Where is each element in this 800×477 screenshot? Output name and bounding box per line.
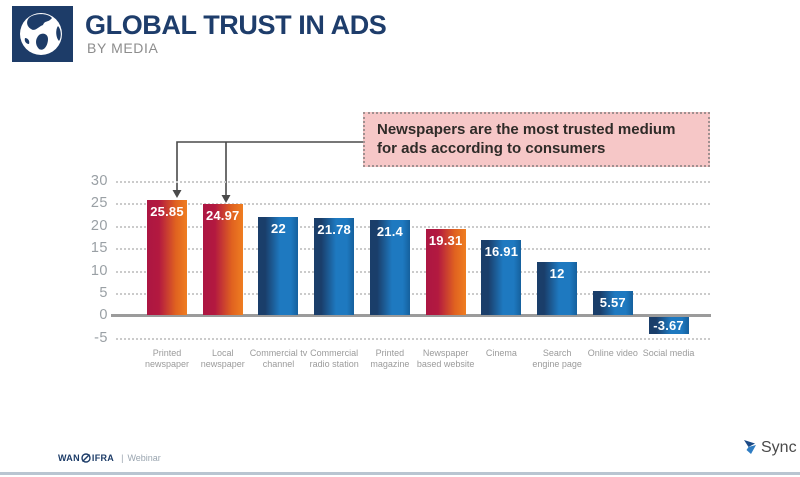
ifra-label: IFRA [91,452,115,463]
bar-0: 25.85 [147,199,187,316]
bar-3: 21.78 [314,217,355,316]
wan-label: WAN [58,452,80,463]
gridline [116,293,710,296]
x-axis-category-label: Local newspaper [200,348,245,370]
bar-9: -3.67 [648,317,689,334]
bar-value-label: 21.78 [317,221,351,237]
y-axis-tick-label: 5 [99,285,108,302]
x-axis-category-label: Cinema [485,348,517,358]
bar-2: 22 [258,216,299,316]
brand-logo-box [12,6,73,62]
bar-5: 19.31 [425,228,466,316]
slide-bottom-edge [0,472,800,475]
y-axis-tick-label: 25 [90,195,108,212]
bar-7: 12 [537,261,578,316]
x-axis-category-label: Printed newspaper [144,348,190,370]
gridline [116,337,710,340]
annotation-callout: Newspapers are the most trusted medium f… [363,112,710,167]
page-subtitle: BY MEDIA [87,40,159,56]
y-axis-tick-label: 20 [90,217,108,234]
bar-8: 5.57 [592,290,633,316]
gridline [116,270,710,273]
bar-value-label: 5.57 [599,294,626,310]
x-axis-category-label: Newspaper based website [416,348,475,370]
bar-value-label: -3.67 [653,318,684,334]
footer-brand: WAN IFRA | Webinar [58,451,161,464]
sync-icon [744,440,756,454]
zero-axis-line [111,314,711,318]
bar-6: 16.91 [481,239,522,316]
gridline [116,248,710,251]
bar-value-label: 22 [271,220,286,236]
globe-icon [20,13,62,55]
x-axis-category-label: Commercial radio station [309,348,359,370]
y-axis-tick-label: 10 [90,262,108,279]
bar-1: 24.97 [202,203,243,316]
y-axis-tick-label: 0 [99,307,108,324]
x-axis-category-label: Commercial tv channel [249,348,308,370]
x-axis-category-label: Social media [642,348,695,358]
y-axis-tick-label: 15 [90,240,108,257]
footer-separator: | [121,452,124,463]
x-axis-category-label: Online video [587,348,638,358]
sync-label: Sync [761,439,797,456]
x-axis-category-label: Search engine page [532,348,582,370]
bar-value-label: 25.85 [150,203,184,219]
bar-4: 21.4 [369,219,410,316]
sync-logo: Sync [740,438,797,458]
annotation-text: Newspapers are the most trusted medium f… [377,121,676,158]
y-axis-tick-label: -5 [94,329,108,346]
gridline [116,181,710,183]
gridline [116,203,710,206]
bar-value-label: 21.4 [376,223,403,239]
gridline [116,225,710,228]
bar-value-label: 12 [549,265,565,281]
x-axis-category-label: Printed magazine [370,348,410,370]
webinar-label: Webinar [127,452,161,463]
bar-value-label: 19.31 [428,232,463,248]
bar-value-label: 16.91 [484,243,519,259]
page-title: GLOBAL TRUST IN ADS [85,10,387,40]
y-axis-tick-label: 30 [90,173,108,189]
bar-value-label: 24.97 [205,207,240,223]
wan-ifra-mark-icon [81,452,91,463]
chart-plot: 30 25 20 15 10 5 0 -5 25.85 Printed newspaper 24.9… [91,173,711,396]
